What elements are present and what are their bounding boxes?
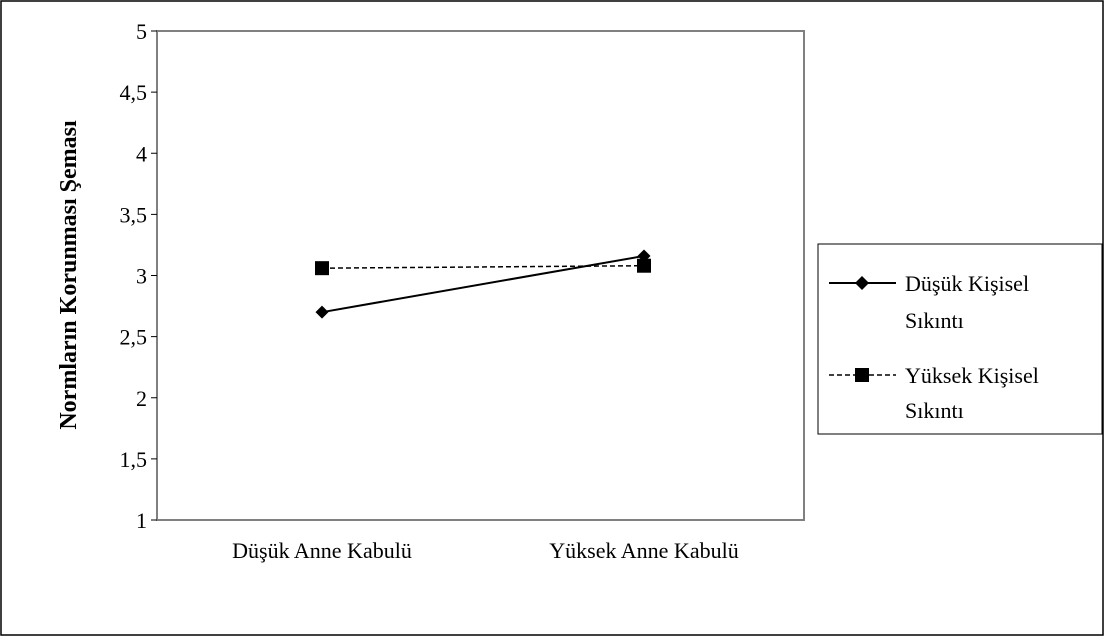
x-category-label: Düşük Anne Kabulü — [232, 538, 412, 563]
y-tick-label: 4 — [136, 141, 147, 166]
legend-label-series-1-line2: Sıkıntı — [905, 308, 964, 333]
y-axis-title: Normların Korunması Şeması — [56, 120, 82, 430]
legend-label-series-2-line1: Yüksek Kişisel — [905, 363, 1039, 388]
x-axis: Düşük Anne Kabulü Yüksek Anne Kabulü — [232, 538, 739, 563]
data-point-series-2 — [315, 261, 329, 276]
data-point-series-1 — [315, 305, 329, 319]
legend-marker-square-icon — [855, 368, 869, 382]
data-point-series-2 — [637, 258, 651, 273]
legend-box — [817, 243, 1103, 435]
series-layer — [315, 249, 651, 319]
y-tick-label: 2,5 — [120, 325, 148, 350]
y-tick-label: 5 — [136, 19, 147, 44]
legend-marker-diamond-icon — [855, 276, 869, 290]
legend-label-series-1-line1: Düşük Kişisel — [905, 271, 1029, 296]
y-axis: 1 1,5 2 2,5 3 3,5 4 4,5 5 — [120, 19, 157, 533]
series-line-1 — [321, 254, 645, 314]
y-tick-label: 1 — [136, 508, 147, 533]
x-category-label: Yüksek Anne Kabulü — [549, 538, 738, 563]
legend-label-series-2-line2: Sıkıntı — [905, 398, 964, 423]
series-line-2 — [321, 264, 645, 269]
y-tick-label: 3,5 — [120, 202, 148, 227]
plot-area — [156, 30, 805, 521]
y-tick-label: 3 — [136, 264, 147, 289]
y-tick-label: 1,5 — [120, 447, 148, 472]
legend: Düşük Kişisel Sıkıntı Yüksek Kişisel Sık… — [817, 243, 1103, 435]
y-tick-label: 2 — [136, 386, 147, 411]
y-tick-label: 4,5 — [120, 80, 148, 105]
